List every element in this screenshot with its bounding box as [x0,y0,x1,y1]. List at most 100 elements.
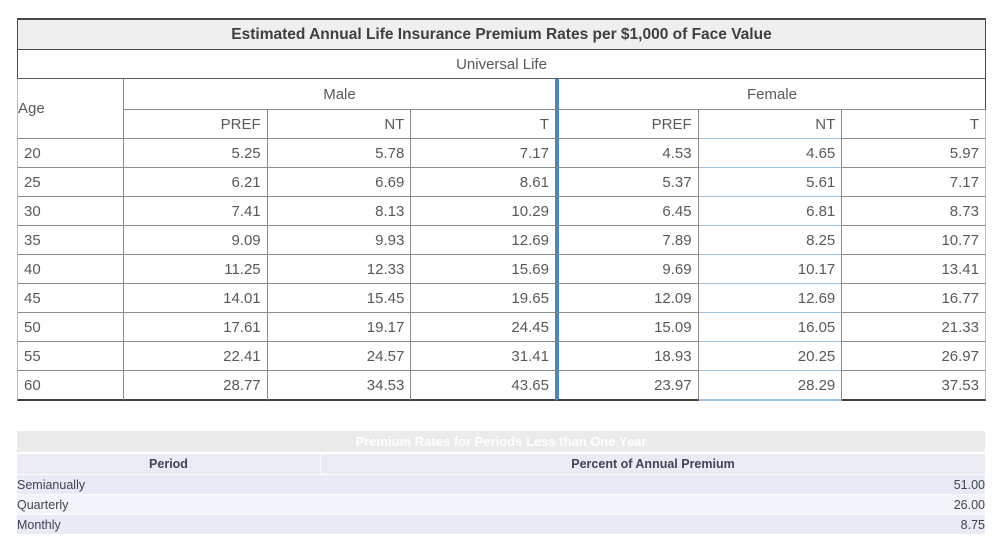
female-t-cell: 8.73 [842,197,986,226]
male-t-cell: 31.41 [411,342,555,371]
male-t-cell: 12.69 [411,226,555,255]
male-nt-cell: 8.13 [267,197,412,226]
male-pref-cell: 5.25 [124,139,268,168]
female-t-cell: 5.97 [842,139,986,168]
female-t-cell: 26.97 [842,342,986,371]
male-group-header: Male [124,79,555,110]
age-cell: 55 [17,342,124,371]
female-nt-cell: 28.29 [698,371,843,401]
period-row: Semianually 51.00 [17,474,985,494]
female-t-cell: 21.33 [842,313,986,342]
female-pref-header: PREF [554,110,699,139]
female-nt-cell: 8.25 [698,226,843,255]
male-t-cell: 7.17 [411,139,555,168]
rate-table-title-row: Estimated Annual Life Insurance Premium … [17,18,986,50]
male-t-cell: 8.61 [411,168,555,197]
female-t-cell: 13.41 [842,255,986,284]
female-pref-cell: 7.89 [554,226,699,255]
female-pref-cell: 15.09 [554,313,699,342]
male-nt-cell: 9.93 [267,226,412,255]
male-nt-cell: 5.78 [267,139,412,168]
age-cell: 40 [17,255,124,284]
percent-cell: 8.75 [320,514,985,534]
age-cell: 60 [17,371,124,401]
male-pref-cell: 28.77 [124,371,268,401]
female-nt-cell: 6.81 [698,197,843,226]
female-nt-cell: 10.17 [698,255,843,284]
period-cell: Quarterly [17,494,320,514]
period-column-header: Period [17,454,320,474]
premium-rate-row: 20 5.25 5.78 7.17 4.53 4.65 5.97 [17,139,986,168]
periods-table-title: Premium Rates for Periods Less than One … [17,431,985,454]
female-pref-cell: 6.45 [554,197,699,226]
female-nt-header: NT [698,110,843,139]
rate-table-title: Estimated Annual Life Insurance Premium … [17,18,986,50]
female-nt-cell: 5.61 [698,168,843,197]
male-pref-cell: 7.41 [124,197,268,226]
premium-rate-row: 45 14.01 15.45 19.65 12.09 12.69 16.77 [17,284,986,313]
male-pref-cell: 14.01 [124,284,268,313]
male-pref-cell: 11.25 [124,255,268,284]
period-cell: Monthly [17,514,320,534]
male-pref-cell: 22.41 [124,342,268,371]
periods-table-title-row: Premium Rates for Periods Less than One … [17,431,985,454]
premium-rates-table: Estimated Annual Life Insurance Premium … [17,18,986,401]
male-nt-cell: 34.53 [267,371,412,401]
male-pref-cell: 6.21 [124,168,268,197]
rate-table-subtitle-row: Universal Life [17,50,986,79]
periods-table-header-row: Period Percent of Annual Premium [17,454,985,474]
female-nt-cell: 12.69 [698,284,843,313]
female-pref-cell: 9.69 [554,255,699,284]
female-nt-cell: 20.25 [698,342,843,371]
age-cell: 45 [17,284,124,313]
male-t-header: T [411,110,555,139]
male-nt-cell: 24.57 [267,342,412,371]
age-cell: 30 [17,197,124,226]
male-nt-header: NT [267,110,412,139]
gender-group-header-row: Age Male Female [17,79,986,139]
male-pref-cell: 17.61 [124,313,268,342]
female-nt-cell: 4.65 [698,139,843,168]
female-pref-cell: 4.53 [554,139,699,168]
female-t-cell: 10.77 [842,226,986,255]
period-row: Monthly 8.75 [17,514,985,534]
male-pref-cell: 9.09 [124,226,268,255]
rate-table-subtitle: Universal Life [17,50,986,79]
period-cell: Semianually [17,474,320,494]
premium-rate-row: 25 6.21 6.69 8.61 5.37 5.61 7.17 [17,168,986,197]
age-cell: 20 [17,139,124,168]
female-t-cell: 16.77 [842,284,986,313]
male-nt-cell: 19.17 [267,313,412,342]
premium-rate-row: 55 22.41 24.57 31.41 18.93 20.25 26.97 [17,342,986,371]
age-cell: 50 [17,313,124,342]
rate-class-header-row: PREF NT T PREF NT T [17,110,986,139]
premium-rate-row: 60 28.77 34.53 43.65 23.97 28.29 37.53 [17,371,986,401]
age-cell: 35 [17,226,124,255]
male-pref-header: PREF [124,110,268,139]
premium-rate-row: 35 9.09 9.93 12.69 7.89 8.25 10.77 [17,226,986,255]
percent-column-header: Percent of Annual Premium [320,454,985,474]
female-t-header: T [842,110,986,139]
male-t-cell: 19.65 [411,284,555,313]
female-t-cell: 7.17 [842,168,986,197]
male-t-cell: 10.29 [411,197,555,226]
percent-cell: 26.00 [320,494,985,514]
female-nt-cell: 16.05 [698,313,843,342]
premium-rate-row: 30 7.41 8.13 10.29 6.45 6.81 8.73 [17,197,986,226]
age-column-header: Age [17,79,124,139]
male-nt-cell: 12.33 [267,255,412,284]
age-cell: 25 [17,168,124,197]
percent-cell: 51.00 [320,474,985,494]
female-group-header: Female [554,79,986,110]
male-t-cell: 24.45 [411,313,555,342]
female-pref-cell: 12.09 [554,284,699,313]
female-pref-cell: 5.37 [554,168,699,197]
period-row: Quarterly 26.00 [17,494,985,514]
male-t-cell: 43.65 [411,371,555,401]
male-nt-cell: 15.45 [267,284,412,313]
female-t-cell: 37.53 [842,371,986,401]
premium-rate-row: 40 11.25 12.33 15.69 9.69 10.17 13.41 [17,255,986,284]
male-t-cell: 15.69 [411,255,555,284]
female-pref-cell: 18.93 [554,342,699,371]
male-nt-cell: 6.69 [267,168,412,197]
